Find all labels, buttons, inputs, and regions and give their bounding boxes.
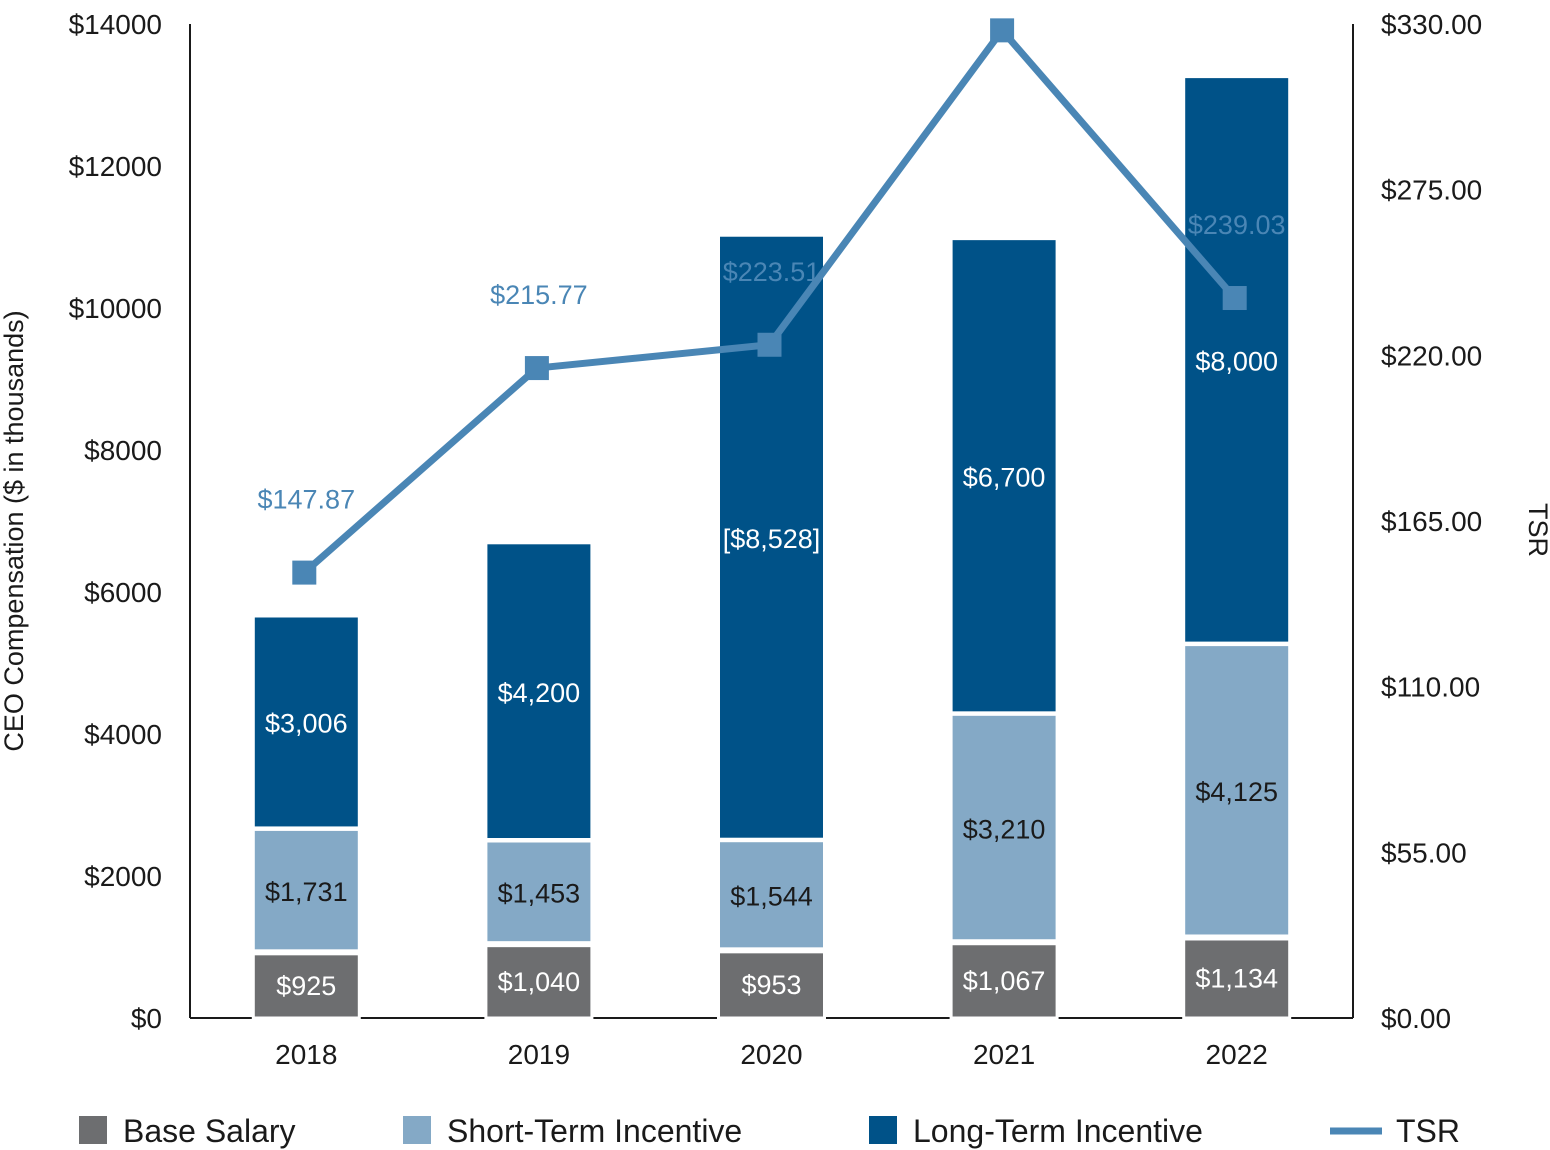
y2-tick-label: $275.00 xyxy=(1381,175,1482,206)
y-tick-label: $10000 xyxy=(69,293,162,324)
y-tick-label: $12000 xyxy=(69,151,162,182)
bar-segment xyxy=(949,942,1059,1020)
bar-value-label: $1,731 xyxy=(265,877,348,907)
bar-value-label: $3,006 xyxy=(265,709,348,739)
bar-segment xyxy=(1182,75,1292,645)
tsr-value-label: $147.87 xyxy=(257,485,355,515)
bar-segment xyxy=(1182,643,1292,938)
bar-value-label: $8,000 xyxy=(1195,347,1278,377)
bar-segment xyxy=(1182,937,1292,1020)
bar-segment xyxy=(251,614,361,830)
legend-label: TSR xyxy=(1396,1113,1460,1149)
bar-value-label: $4,125 xyxy=(1195,777,1278,807)
bar-value-label: $925 xyxy=(276,971,336,1001)
tsr-marker xyxy=(757,332,782,357)
y2-tick-label: $110.00 xyxy=(1381,672,1480,703)
tsr-marker xyxy=(1222,286,1247,311)
bar-value-label: $6,700 xyxy=(963,462,1046,492)
bar-value-label: $4,200 xyxy=(498,678,581,708)
bar-segment xyxy=(717,950,826,1020)
bar-value-label: $1,453 xyxy=(498,879,581,909)
legend-label: Base Salary xyxy=(123,1113,296,1149)
y-tick-label: $6000 xyxy=(84,577,162,608)
bar-value-label: $1,134 xyxy=(1195,964,1278,994)
legend-swatch xyxy=(79,1116,107,1144)
legend-swatch xyxy=(869,1116,897,1144)
y2-tick-label: $330.00 xyxy=(1381,9,1482,40)
y2-tick-label: $55.00 xyxy=(1381,837,1467,868)
legend-swatch xyxy=(403,1116,431,1144)
bar-segment xyxy=(484,541,594,841)
bar-value-label: $1,067 xyxy=(963,966,1046,996)
legend-label: Short-Term Incentive xyxy=(447,1113,742,1149)
bar-value-label: $953 xyxy=(741,970,801,1000)
bar-value-label: $3,210 xyxy=(963,814,1046,844)
bar-value-label: $1,040 xyxy=(498,967,581,997)
bar-segment xyxy=(484,839,594,945)
tsr-value-label: $215.77 xyxy=(490,280,588,310)
y2-tick-label: $165.00 xyxy=(1381,506,1482,537)
bar-segment xyxy=(484,944,594,1020)
tsr-value-label: $239.03 xyxy=(1188,210,1286,240)
tsr-marker xyxy=(524,356,549,381)
y2-axis-title: TSR xyxy=(1523,503,1550,557)
x-tick-label: 2018 xyxy=(275,1039,337,1070)
x-tick-label: 2021 xyxy=(973,1039,1035,1070)
bar-segment xyxy=(717,839,826,951)
bar-segment xyxy=(251,827,361,953)
y-tick-label: $8000 xyxy=(84,435,162,466)
tsr-value-label: $223.51 xyxy=(723,257,821,287)
y2-tick-label: $220.00 xyxy=(1381,340,1482,371)
bar-value-label: [$8,528] xyxy=(723,524,821,554)
tsr-marker xyxy=(990,18,1015,43)
y-tick-label: $0 xyxy=(131,1003,162,1034)
legend-label: Long-Term Incentive xyxy=(913,1113,1203,1149)
y2-tick-label: $0.00 xyxy=(1381,1003,1451,1034)
y-tick-label: $14000 xyxy=(69,9,162,40)
x-tick-label: 2022 xyxy=(1206,1039,1268,1070)
x-tick-label: 2019 xyxy=(508,1039,570,1070)
y-tick-label: $2000 xyxy=(84,861,162,892)
y-tick-label: $4000 xyxy=(84,719,162,750)
y-axis-title: CEO Compensation ($ in thousands) xyxy=(0,310,29,751)
bar-segment xyxy=(949,237,1059,715)
tsr-marker xyxy=(292,560,317,585)
bar-segment xyxy=(949,712,1059,943)
bar-value-label: $1,544 xyxy=(730,882,813,912)
x-tick-label: 2020 xyxy=(740,1039,802,1070)
bar-segment xyxy=(251,952,361,1020)
